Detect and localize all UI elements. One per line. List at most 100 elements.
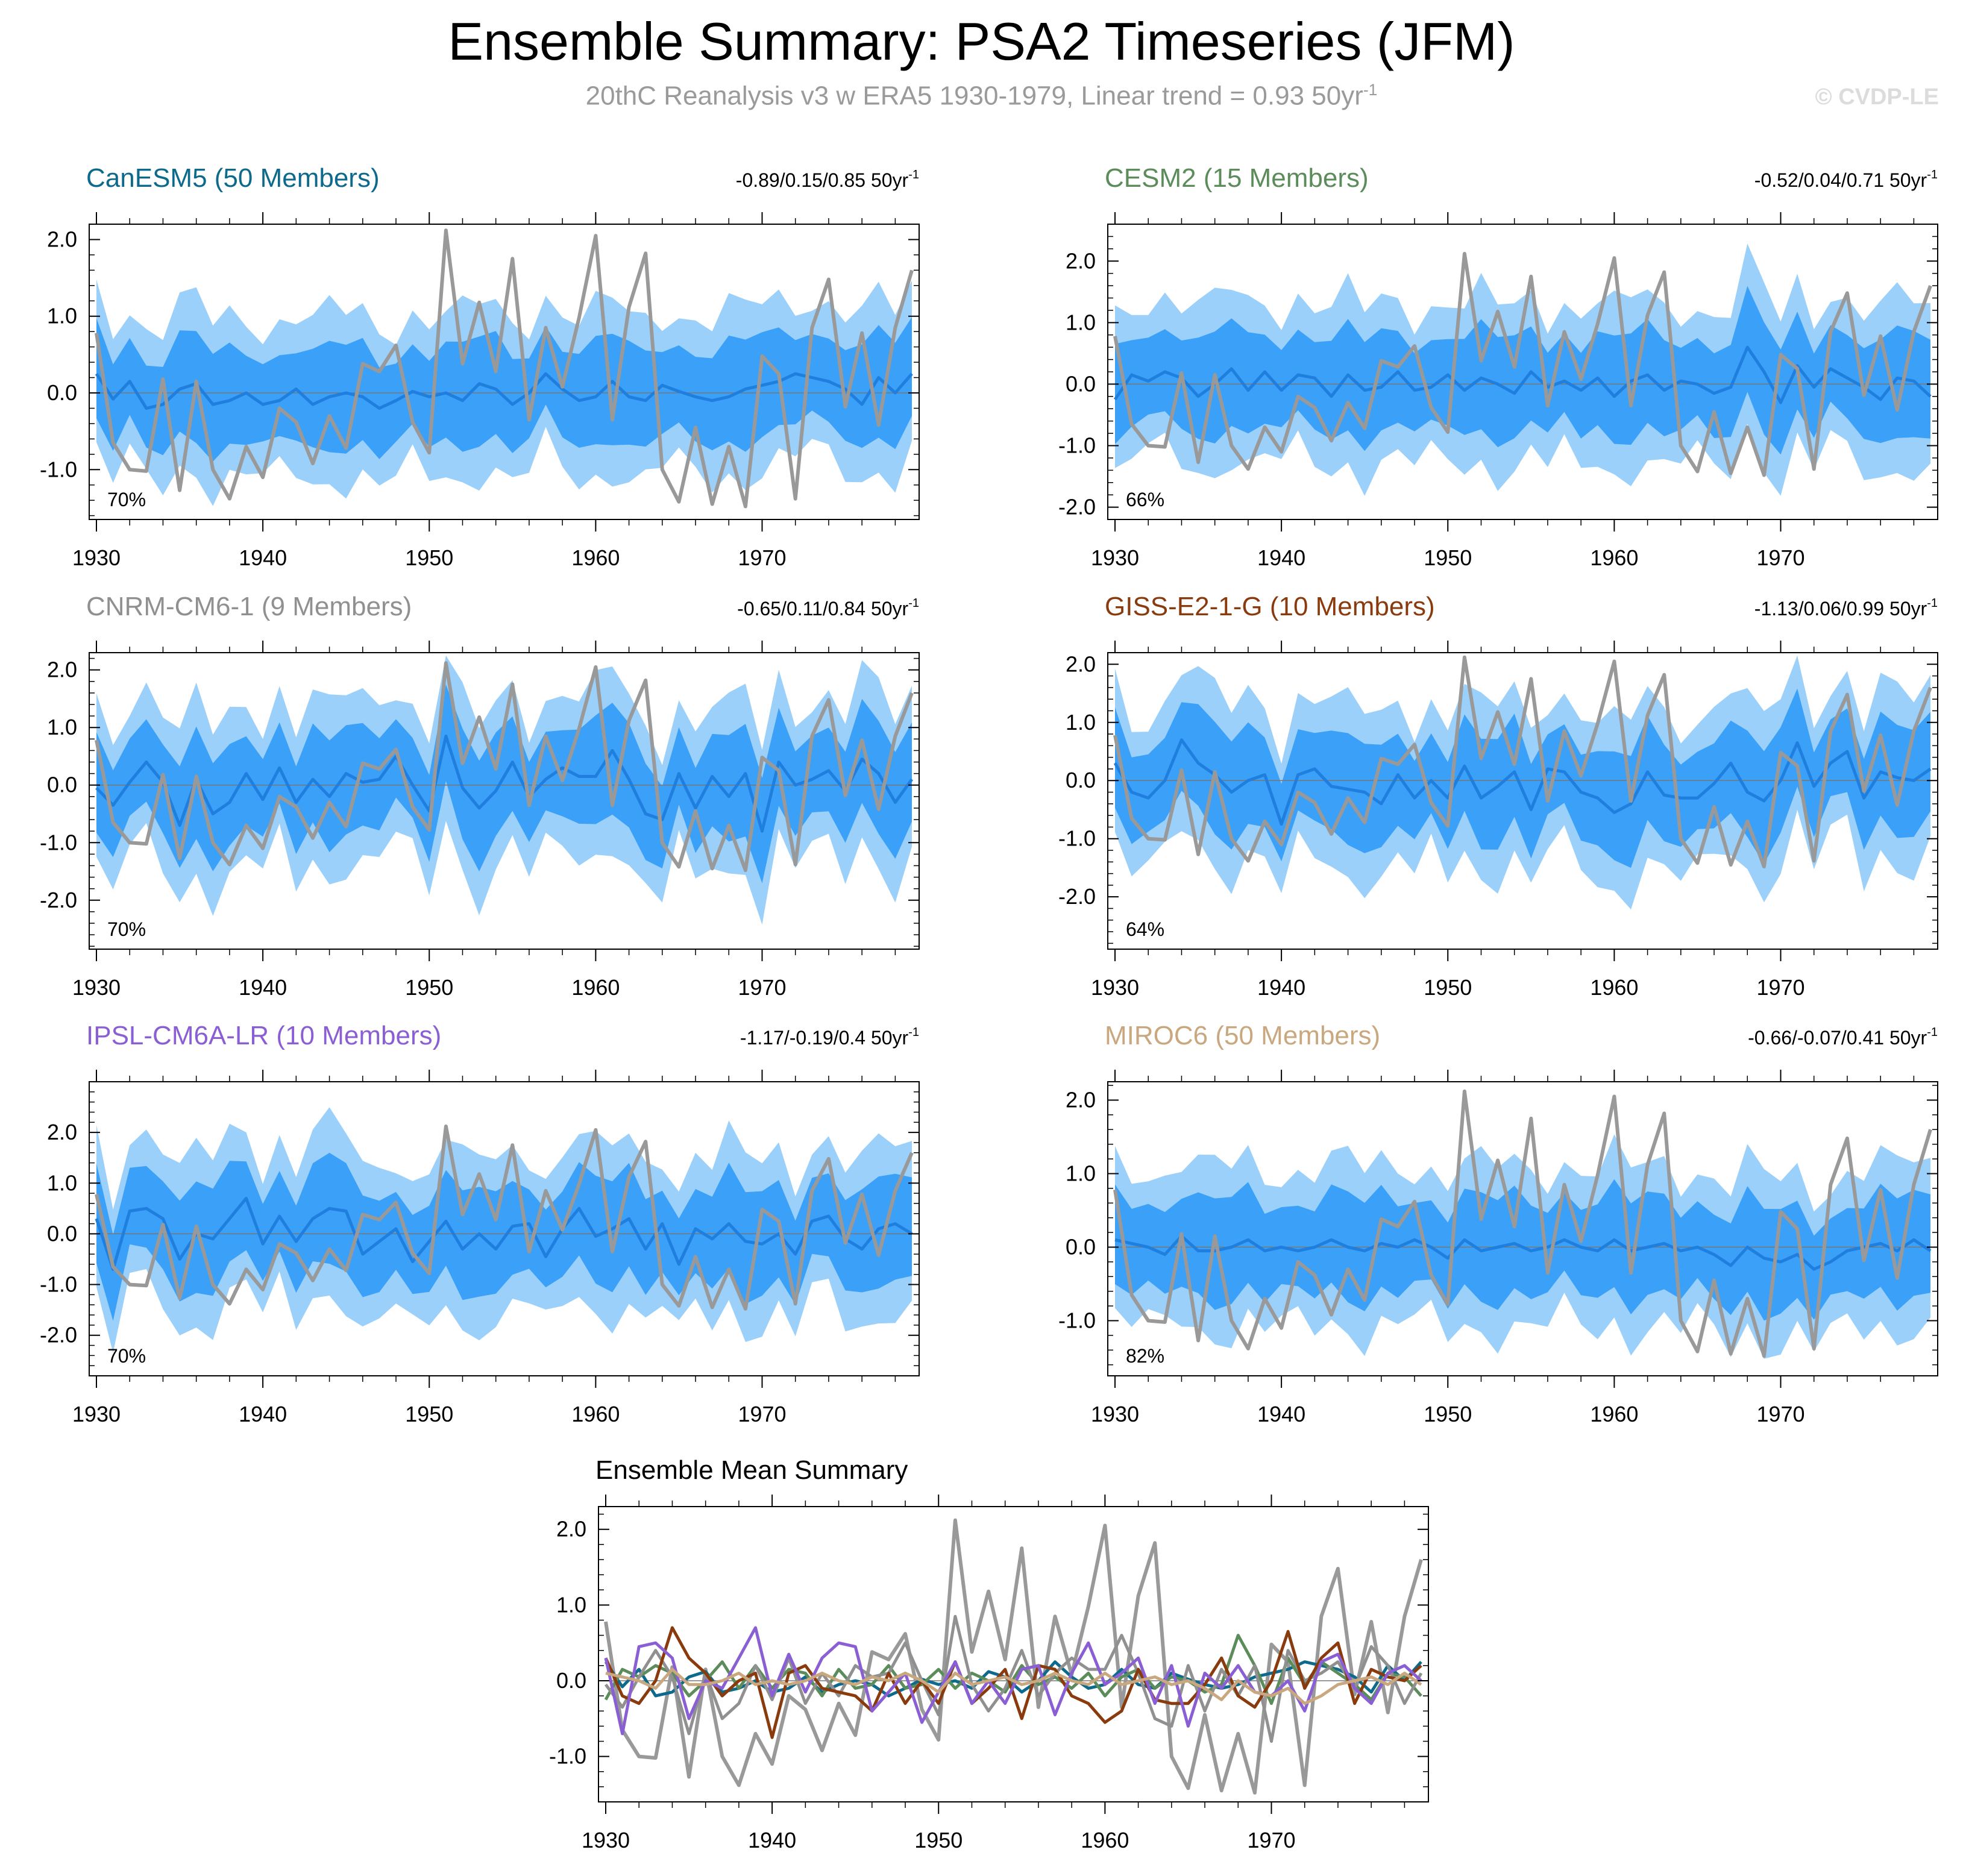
x-tick-label: 1970 — [1756, 1402, 1804, 1426]
trend-exponent: -1 — [908, 1026, 919, 1039]
x-tick-label: 1950 — [914, 1828, 963, 1852]
plot-area — [1108, 655, 1938, 910]
plot-frame — [1107, 1081, 1938, 1376]
panel-trend: -0.65/0.11/0.84 50yr-1 — [737, 597, 919, 620]
observed-line — [95, 661, 914, 873]
trend-text: -0.65/0.11/0.84 50yr — [737, 598, 908, 620]
x-tick-label: 1970 — [1756, 545, 1804, 570]
y-tick-label: -1.0 — [40, 457, 77, 482]
y-tick-label: 1.0 — [556, 1592, 586, 1617]
x-tick-label: 1930 — [582, 1828, 630, 1852]
x-tick-label: 1930 — [1091, 975, 1139, 1000]
y-tick-label: -2.0 — [40, 1323, 77, 1347]
plot-frame — [1107, 652, 1938, 950]
x-tick-label: 1940 — [239, 545, 287, 570]
ensemble-mean-line-4 — [604, 1626, 1422, 1739]
y-tick-label: -1.0 — [549, 1744, 586, 1769]
y-tick-label: 1.0 — [47, 304, 77, 328]
y-tick-label: 0.0 — [1066, 768, 1096, 792]
trend-exponent: -1 — [908, 168, 919, 181]
x-tick-label: 1970 — [1756, 975, 1804, 1000]
panel-title: CESM2 (15 Members) — [1105, 163, 1369, 193]
y-tick-label: 2.0 — [1066, 651, 1096, 676]
x-tick-label: 1960 — [571, 545, 620, 570]
y-tick-label: 2.0 — [556, 1517, 586, 1542]
ensemble-mean-line — [1114, 1234, 1932, 1271]
y-tick-label: 2.0 — [1066, 248, 1096, 273]
trend-exponent: -1 — [1927, 1026, 1938, 1039]
y-tick-label: -1.0 — [1058, 433, 1096, 458]
x-tick-label: 1930 — [1091, 545, 1139, 570]
y-tick-label: 1.0 — [47, 715, 77, 739]
x-tick-label: 1960 — [571, 1402, 620, 1426]
summary-title: Ensemble Mean Summary — [595, 1455, 908, 1485]
trend-text: -1.17/-0.19/0.4 50yr — [740, 1027, 909, 1049]
ensemble-mean-line-3 — [604, 1614, 1423, 1743]
y-tick-label: 2.0 — [47, 227, 77, 251]
x-tick-label: 1940 — [239, 1402, 287, 1426]
y-tick-label: 0.0 — [47, 773, 77, 797]
y-tick-label: 1.0 — [1066, 710, 1096, 735]
x-tick-label: 1950 — [405, 1402, 453, 1426]
y-tick-label: 2.0 — [47, 657, 77, 682]
x-tick-label: 1960 — [1590, 545, 1638, 570]
plot-frame — [89, 1081, 920, 1376]
plot-area — [89, 655, 919, 925]
plot-frame — [89, 652, 920, 950]
panel-trend: -0.52/0.04/0.71 50yr-1 — [1754, 168, 1938, 191]
plot-area — [1108, 243, 1938, 496]
panel-title: MIROC6 (50 Members) — [1105, 1021, 1380, 1050]
percent-label: 70% — [107, 489, 146, 510]
y-tick-label: -2.0 — [1058, 884, 1096, 909]
panel-title: IPSL-CM6A-LR (10 Members) — [86, 1021, 441, 1050]
plot-area — [1108, 1089, 1938, 1359]
summary-panel: Ensemble Mean Summary 2.0 1.0 0.0 -1.0 1930 19… — [549, 1455, 1429, 1852]
panel-trend: -1.17/-0.19/0.4 50yr-1 — [740, 1026, 919, 1049]
y-tick-label: 2.0 — [1066, 1088, 1096, 1112]
panel-2: CESM2 (15 Members) -0.52/0.04/0.71 50yr-1… — [1058, 163, 1938, 570]
panel-trend: -0.89/0.15/0.85 50yr-1 — [736, 168, 919, 191]
observed-line — [1113, 1089, 1932, 1358]
x-tick-label: 1940 — [1257, 1402, 1305, 1426]
y-tick-label: 0.0 — [1066, 371, 1096, 396]
x-tick-label: 1960 — [571, 975, 620, 1000]
spread-band-inner — [1115, 688, 1930, 868]
percent-label: 64% — [1126, 918, 1164, 940]
x-tick-label: 1930 — [72, 545, 121, 570]
trend-text: -0.66/-0.07/0.41 50yr — [1748, 1027, 1927, 1049]
x-tick-label: 1970 — [738, 1402, 786, 1426]
y-tick-label: 0.0 — [556, 1668, 586, 1693]
y-tick-label: 1.0 — [1066, 1161, 1096, 1186]
panel-title: CNRM-CM6-1 (9 Members) — [86, 592, 412, 621]
x-tick-label: 1940 — [748, 1828, 796, 1852]
x-tick-label: 1930 — [72, 1402, 121, 1426]
x-tick-label: 1960 — [1081, 1828, 1129, 1852]
x-tick-label: 1940 — [239, 975, 287, 1000]
y-tick-label: 0.0 — [1066, 1235, 1096, 1260]
ensemble-mean-line-6 — [605, 1667, 1422, 1705]
trend-exponent: -1 — [1927, 168, 1938, 181]
observed-line — [1113, 252, 1932, 477]
trend-text: -0.52/0.04/0.71 50yr — [1754, 169, 1927, 191]
ensemble-mean-line — [1113, 738, 1932, 826]
x-tick-label: 1970 — [1247, 1828, 1295, 1852]
y-tick-label: 1.0 — [1066, 310, 1096, 334]
x-tick-label: 1940 — [1257, 545, 1305, 570]
panel-title: GISS-E2-1-G (10 Members) — [1105, 592, 1435, 621]
percent-label: 70% — [107, 1345, 146, 1367]
y-tick-label: 0.0 — [47, 1221, 77, 1246]
x-tick-label: 1950 — [1424, 1402, 1472, 1426]
ensemble-mean-line-5 — [604, 1626, 1422, 1736]
plot-frame — [89, 224, 920, 520]
ensemble-mean-line — [95, 372, 913, 410]
trend-text: -0.89/0.15/0.85 50yr — [736, 169, 909, 191]
subtitle-text: 20thC Reanalysis v3 w ERA5 1930-1979, Li… — [585, 81, 1363, 111]
y-tick-label: 1.0 — [47, 1170, 77, 1195]
panel-6: MIROC6 (50 Members) -0.66/-0.07/0.41 50yr… — [1058, 1021, 1938, 1426]
trend-exponent: -1 — [908, 597, 919, 610]
x-tick-label: 1940 — [1257, 975, 1305, 1000]
trend-text: -1.13/0.06/0.99 50yr — [1754, 598, 1927, 620]
y-tick-label: -1.0 — [1058, 826, 1096, 851]
x-tick-label: 1950 — [405, 545, 453, 570]
observed-line — [604, 1518, 1423, 1795]
